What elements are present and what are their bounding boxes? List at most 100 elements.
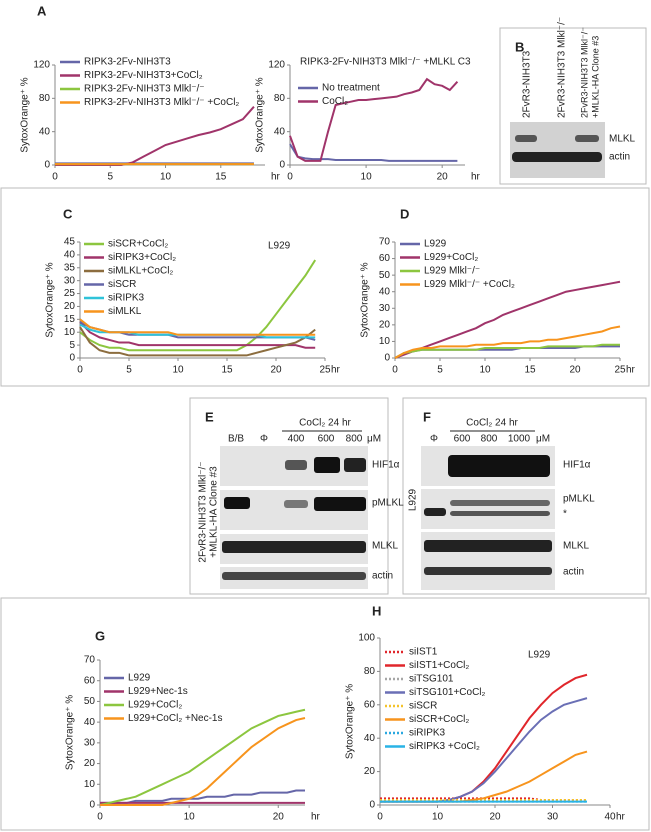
y-tick-label: 30 (379, 303, 391, 314)
series-line (394, 280, 621, 359)
y-tick-label: 50 (84, 696, 96, 707)
x-tick-label: 10 (361, 172, 373, 183)
y-tick-label: 70 (84, 655, 96, 666)
annotation: L929 (528, 650, 551, 661)
side-label: L929 (408, 488, 419, 511)
x-tick-label: 0 (77, 365, 83, 376)
panel-label: A (37, 3, 47, 18)
y-tick-label: 35 (64, 262, 76, 273)
panel-label: E (205, 409, 214, 424)
x-tick-label: 0 (52, 172, 58, 183)
band (344, 458, 366, 472)
y-tick-label: 40 (64, 250, 76, 261)
series-line (380, 750, 588, 803)
row-label: HIF1α (563, 460, 591, 471)
y-tick-label: 0 (279, 160, 285, 171)
panel-frame (499, 27, 647, 185)
lane-label: Φ (260, 434, 268, 445)
y-tick-label: 40 (379, 286, 391, 297)
row-label: MLKL (372, 541, 399, 552)
legend-label: siMLKL (108, 306, 142, 317)
x-tick-label: 0 (392, 365, 398, 376)
x-tick-label: 25 (614, 365, 626, 376)
blot-f: CoCl₂ 24 hr Φ 600 800 1000 μM L929 HIF1α… (408, 418, 595, 590)
x-axis-label: hr (471, 172, 481, 183)
legend-label: siRIPK3 (108, 293, 145, 304)
series-line (394, 325, 621, 359)
legend-label: L929 (128, 673, 151, 684)
row-label: pMLKL (372, 498, 404, 509)
legend-label: siRIPK3 +CoCl₂ (409, 741, 480, 752)
panel-label: F (423, 409, 431, 424)
x-tick-label: 10 (432, 812, 444, 823)
panel-frame (0, 187, 650, 387)
series-line (394, 343, 620, 359)
x-tick-label: 20 (489, 812, 501, 823)
x-tick-label: 15 (524, 365, 536, 376)
legend-label: siSCR (409, 701, 437, 712)
band (314, 457, 340, 473)
y-tick-label: 0 (369, 800, 375, 811)
row-label: actin (609, 152, 630, 163)
legend-label: siSCR+CoCl₂ (108, 239, 168, 250)
legend-label: siIST1+CoCl₂ (409, 660, 469, 671)
row-label: actin (563, 567, 584, 578)
band (424, 508, 446, 516)
legend-label: No treatment (322, 83, 380, 94)
band (512, 152, 602, 162)
row-label: HIF1α (372, 460, 400, 471)
legend-label: L929 Mlkl⁻/⁻ +CoCl₂ (424, 279, 515, 290)
series-line (289, 77, 459, 162)
x-axis-label: hr (311, 812, 321, 823)
x-tick-label: 15 (221, 365, 233, 376)
lane-label: B/B (228, 434, 244, 445)
blot-e: CoCl₂ 24 hr B/B Φ 400 600 800 μM 2FvR3-N… (198, 418, 404, 589)
legend-label: CoCl₂ (322, 96, 348, 107)
legend-label: L929+Nec-1s (128, 686, 188, 697)
legend-label: L929+CoCl₂ (424, 252, 478, 263)
y-tick-label: 20 (379, 319, 391, 330)
legend-label: RIPK3-2Fv-NIH3T3+CoCl₂ (84, 70, 203, 81)
row-label: * (563, 509, 567, 520)
y-axis-label: SytoxOrange⁺ % (255, 77, 266, 152)
x-tick-label: 0 (97, 812, 103, 823)
panel-frame (402, 397, 647, 595)
lane-label: 400 (288, 434, 305, 445)
x-tick-label: 10 (479, 365, 491, 376)
lane-label: +MLKL-HA Clone #3 (590, 36, 600, 118)
legend-label: siRIPK3 (409, 728, 446, 739)
y-axis-label: SytoxOrange⁺ % (45, 262, 56, 337)
y-axis-label: SytoxOrange⁺ % (345, 684, 356, 759)
y-tick-label: 0 (384, 353, 390, 364)
legend-label: siTSG101 (409, 674, 454, 685)
legend-label: L929+CoCl₂ +Nec-1s (128, 713, 223, 724)
side-label: +MLKL-HA Clone #3 (209, 466, 220, 558)
lane-label: 1000 (508, 434, 531, 445)
x-tick-label: 20 (437, 172, 449, 183)
x-tick-label: 20 (270, 365, 282, 376)
series-line (100, 789, 305, 804)
band (424, 540, 552, 552)
y-tick-label: 10 (84, 779, 96, 790)
x-tick-label: 5 (126, 365, 132, 376)
y-tick-label: 15 (64, 314, 76, 325)
band (450, 511, 550, 516)
legend-label: RIPK3-2Fv-NIH3T3 Mlkl⁻/⁻ +CoCl₂ (84, 97, 239, 108)
x-axis-label: hr (616, 812, 626, 823)
treatment-label: CoCl₂ 24 hr (299, 418, 351, 429)
y-tick-label: 30 (64, 275, 76, 286)
y-tick-label: 10 (379, 336, 391, 347)
series-line (289, 143, 458, 162)
panel-label: C (63, 206, 73, 221)
y-tick-label: 80 (274, 93, 286, 104)
blot-b: 2FvR3-NIH3T3 2FvR3-NIH3T3 Mlkl⁻/⁻ 2FvR3-… (510, 17, 636, 178)
x-tick-label: 20 (569, 365, 581, 376)
y-axis-label: SytoxOrange⁺ % (20, 77, 31, 152)
band (285, 460, 307, 470)
annotation: L929 (268, 241, 291, 252)
x-axis-label: hr (331, 365, 341, 376)
series-line (79, 259, 317, 352)
lane-label: 800 (481, 434, 498, 445)
x-tick-label: 0 (287, 172, 293, 183)
